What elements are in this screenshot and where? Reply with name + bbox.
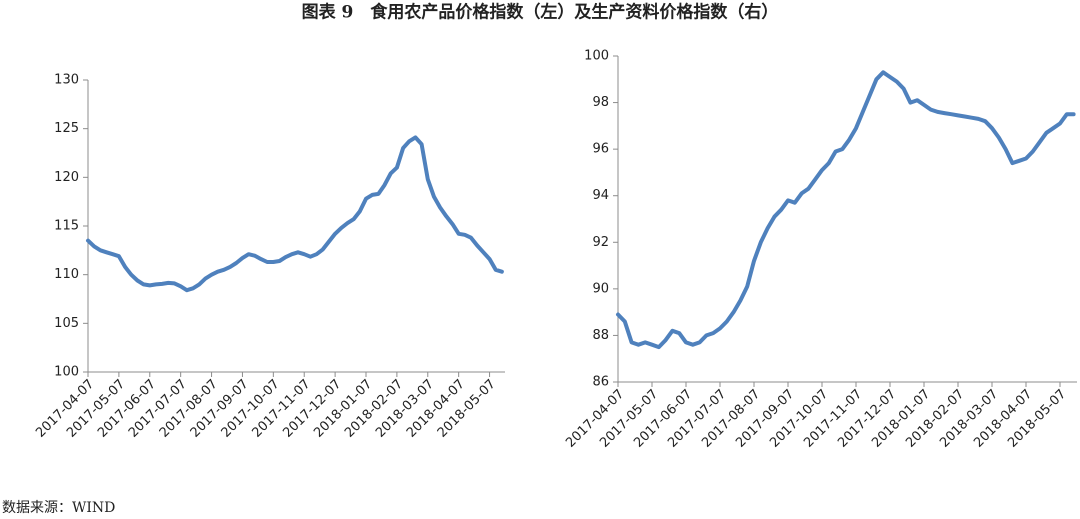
y-tick-label: 120 bbox=[54, 170, 79, 185]
y-tick-label: 130 bbox=[54, 73, 79, 88]
data-line bbox=[616, 70, 1076, 350]
data-line bbox=[86, 135, 504, 293]
y-tick-label: 100 bbox=[54, 365, 79, 380]
figure-title: 图表 9 食用农产品价格指数（左）及生产资料价格指数（右） bbox=[302, 2, 779, 23]
y-tick-label: 100 bbox=[584, 49, 609, 64]
y-tick-label: 94 bbox=[592, 188, 609, 203]
y-tick-label: 110 bbox=[54, 267, 79, 282]
y-tick-label: 105 bbox=[54, 316, 79, 331]
source-note: 数据来源：WIND bbox=[2, 500, 115, 516]
y-tick-label: 88 bbox=[592, 328, 609, 343]
y-tick-label: 96 bbox=[592, 142, 609, 157]
y-tick-label: 92 bbox=[592, 235, 609, 250]
y-tick-label: 98 bbox=[592, 95, 609, 110]
y-tick-label: 90 bbox=[592, 281, 609, 296]
y-tick-label: 86 bbox=[592, 375, 609, 390]
y-tick-label: 115 bbox=[54, 219, 79, 234]
y-tick-label: 125 bbox=[54, 121, 79, 136]
